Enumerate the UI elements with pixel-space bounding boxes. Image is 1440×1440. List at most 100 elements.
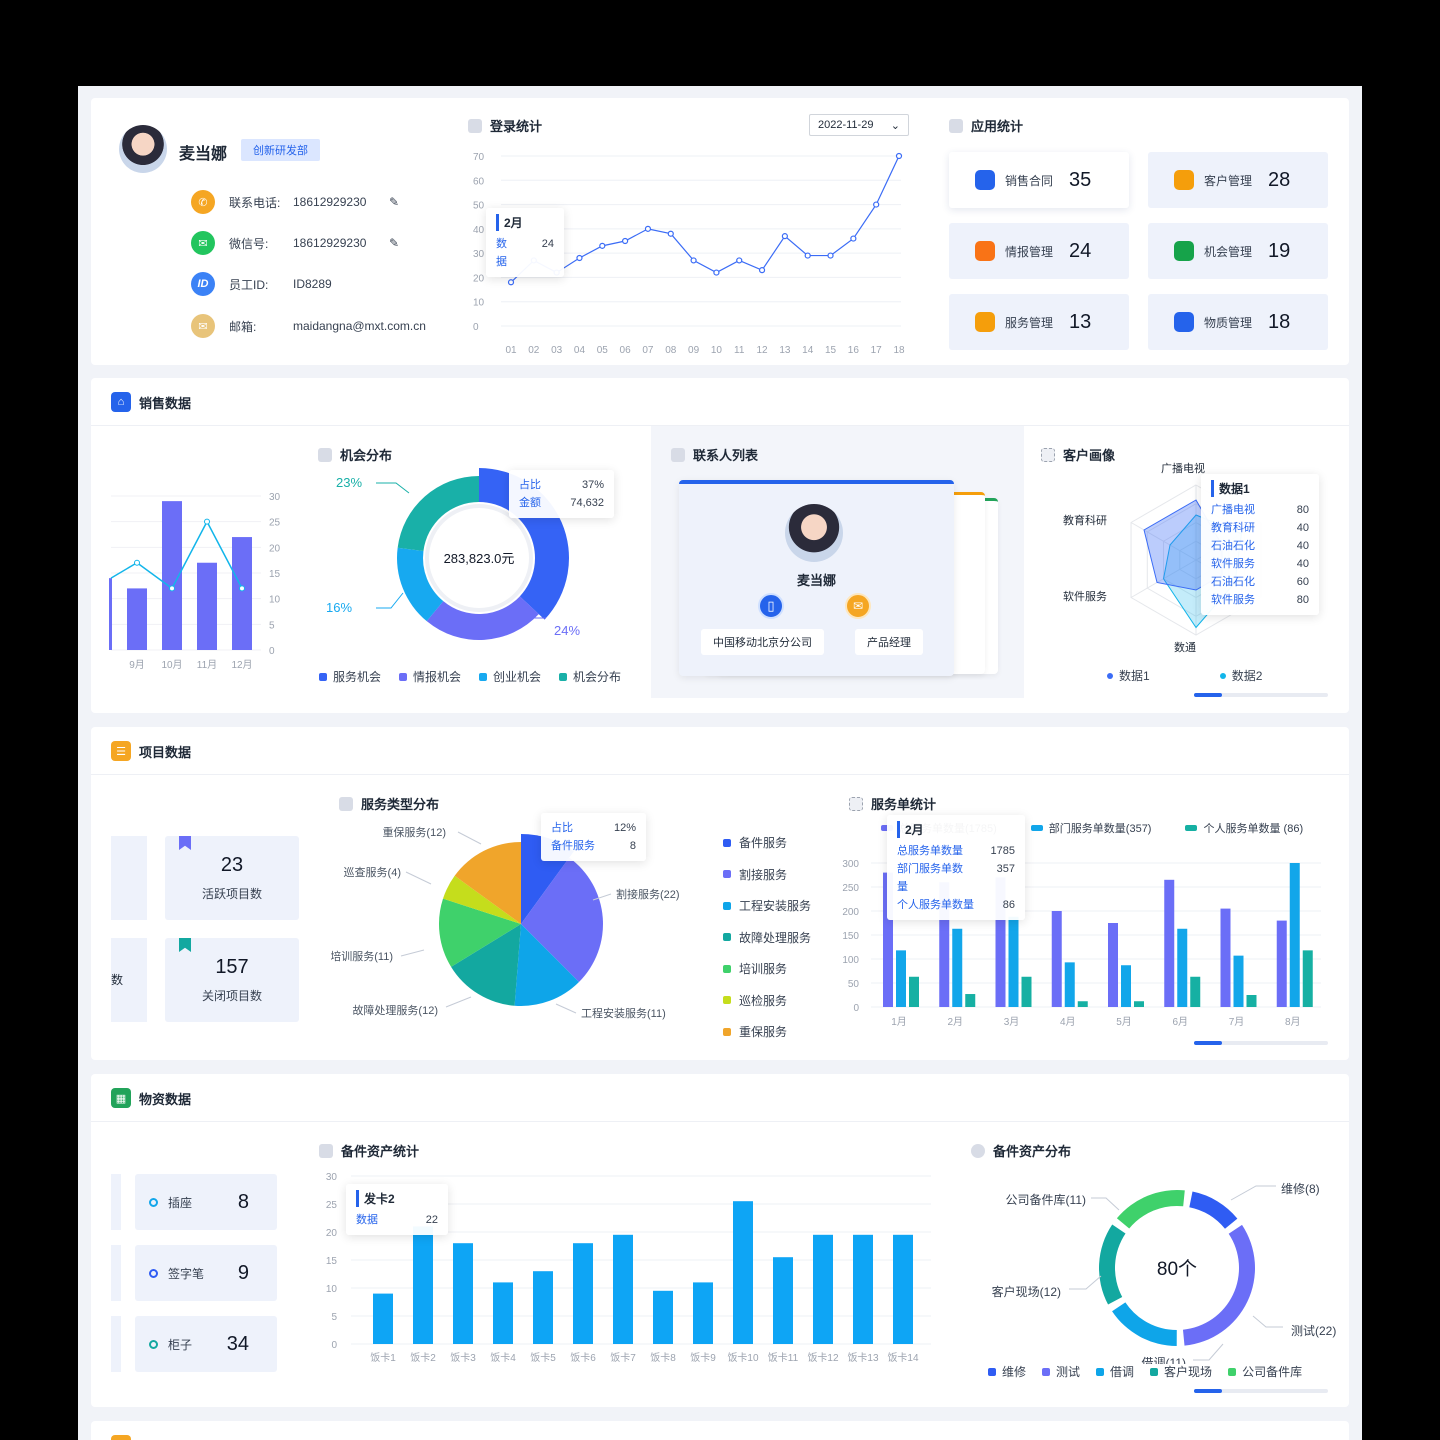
spare-bar xyxy=(853,1234,873,1344)
app-tile-1[interactable]: 客户管理 28 xyxy=(1148,152,1328,208)
login-xtick: 09 xyxy=(688,345,700,356)
material-item-label: 插座 xyxy=(168,1195,193,1210)
orders-ytick: 50 xyxy=(848,979,860,990)
email-row: ✉ 邮箱: maidangna@mxt.com.cn xyxy=(191,314,426,338)
spare-xtick: 饭卡9 xyxy=(690,1351,716,1364)
bar-chart-icon xyxy=(319,1143,333,1158)
opportunity-slice xyxy=(426,596,539,640)
distribution-legend-item[interactable]: 测试 xyxy=(1042,1363,1080,1380)
material-item-0[interactable]: 插座 8 xyxy=(135,1174,277,1230)
service-legend-item[interactable]: 割接服务 xyxy=(723,859,811,891)
login-point xyxy=(690,257,697,264)
app-icon-0 xyxy=(975,170,995,190)
contact-mail-icon[interactable]: ✉ xyxy=(845,593,871,619)
opportunity-label-c: 24% xyxy=(554,623,580,638)
legend-dot xyxy=(399,672,408,681)
distribution-scrollbar[interactable] xyxy=(1194,1389,1328,1393)
contact-card[interactable]: 麦当娜 ▯ ✉ 中国移动北京分公司 产品经理 xyxy=(679,480,954,676)
distribution-legend-item[interactable]: 借调 xyxy=(1096,1363,1134,1380)
service-tooltip: 占比 12% 备件服务 8 xyxy=(541,813,646,861)
material-box-clip xyxy=(111,1316,121,1372)
portrait-legend: 数据1 数据2 xyxy=(1107,667,1262,684)
distribution-title: 备件资产分布 xyxy=(971,1141,1071,1160)
spare-xtick: 饭卡11 xyxy=(768,1351,799,1364)
service-legend-item[interactable]: 故障处理服务 xyxy=(723,922,811,954)
opportunity-legend-item[interactable]: 情报机会 xyxy=(399,668,461,685)
opportunity-legend-item[interactable]: 创业机会 xyxy=(479,668,541,685)
wechat-icon: ✉ xyxy=(191,231,215,255)
spare-xtick: 饭卡2 xyxy=(410,1351,436,1364)
login-tooltip-value: 24 xyxy=(541,238,554,250)
service-legend-item[interactable]: 工程安装服务 xyxy=(723,890,811,922)
orders-tooltip-row: 部门服务单数量 357 xyxy=(897,860,1015,896)
dept-badge: 创新研发部 xyxy=(241,139,320,161)
orders-xtick: 3月 xyxy=(1004,1016,1020,1027)
opportunity-legend-item[interactable]: 机会分布 xyxy=(559,668,621,685)
portrait-tt-value: 80 xyxy=(1296,594,1309,606)
login-xtick: 02 xyxy=(528,345,540,356)
service-legend-item[interactable]: 培训服务 xyxy=(723,953,811,985)
orders-xtick: 6月 xyxy=(1172,1016,1188,1027)
app-tile-5[interactable]: 物质管理 18 xyxy=(1148,294,1328,350)
opportunity-leader xyxy=(376,482,410,494)
combo-bar-clipped xyxy=(109,578,112,650)
material-item-2[interactable]: 柜子 34 xyxy=(135,1316,277,1372)
distribution-legend-item[interactable]: 维修 xyxy=(988,1363,1026,1380)
legend-label: 数据2 xyxy=(1231,669,1263,683)
service-legend-item[interactable]: 备件服务 xyxy=(723,827,811,859)
radar-axis-bottom: 数通 xyxy=(1174,642,1196,654)
combo-bar xyxy=(232,537,252,650)
sales-title-text: 销售数据 xyxy=(139,395,192,411)
orders-legend-item[interactable]: 部门服务单数量(357) xyxy=(1030,820,1151,836)
login-tooltip-title: 2月 xyxy=(496,214,554,231)
legend-dot xyxy=(559,672,568,681)
material-item-1[interactable]: 签字笔 9 xyxy=(135,1245,277,1301)
combo-ytick: 5 xyxy=(269,620,275,631)
edit-phone-icon[interactable]: ✎ xyxy=(389,195,400,209)
portrait-legend-item[interactable]: 数据1 xyxy=(1107,667,1150,684)
material-title: ▦ 物资数据 xyxy=(111,1088,191,1108)
distribution-legend-item[interactable]: 公司备件库 xyxy=(1228,1363,1302,1380)
orders-bar xyxy=(1177,928,1188,1007)
edit-wechat-icon[interactable]: ✎ xyxy=(389,236,400,250)
app-tile-3[interactable]: 机会管理 19 xyxy=(1148,223,1328,279)
opportunity-legend-item[interactable]: 服务机会 xyxy=(319,668,381,685)
distribution-legend-item[interactable]: 客户现场 xyxy=(1150,1363,1212,1380)
spare-ytick: 15 xyxy=(326,1256,338,1267)
orders-bar xyxy=(1108,923,1118,1007)
portrait-tooltip-row: 软件服务 40 xyxy=(1211,555,1309,573)
sales-combo-chart: 0 5 10 15 20 25 30 9月 10月 11月 12月 xyxy=(109,492,281,671)
closed-projects[interactable]: 157 关闭项目数 xyxy=(165,938,299,1022)
service-legend-item[interactable]: 重保服务 xyxy=(723,1016,811,1048)
app-tile-2[interactable]: 情报管理 24 xyxy=(949,223,1129,279)
combo-ytick: 10 xyxy=(269,595,281,606)
login-point xyxy=(507,279,515,286)
id-value: ID8289 xyxy=(293,277,332,291)
contact-phone-icon[interactable]: ▯ xyxy=(758,593,784,619)
project-title: ☰ 项目数据 xyxy=(111,741,191,761)
service-legend-item[interactable]: 巡检服务 xyxy=(723,985,811,1017)
sales-card: ⌂ 销售数据 0 5 10 15 20 25 30 9月 10月 11月 12月 机会分布 283,8… xyxy=(91,378,1349,713)
spare-bar xyxy=(373,1293,393,1344)
app-icon-3 xyxy=(1174,241,1194,261)
spare-bar xyxy=(533,1271,553,1344)
portrait-legend-item[interactable]: 数据2 xyxy=(1219,667,1263,684)
orders-legend-item[interactable]: 个人服务单数量 (86) xyxy=(1185,820,1303,836)
app-tile-4[interactable]: 服务管理 13 xyxy=(949,294,1129,350)
login-xtick: 08 xyxy=(665,345,677,356)
spare-tooltip: 发卡2 数据 22 xyxy=(346,1184,448,1235)
date-select[interactable]: 2022-11-29 ⌄ xyxy=(809,114,909,136)
portrait-scrollbar[interactable] xyxy=(1194,693,1328,697)
id-label: 员工ID: xyxy=(229,277,269,292)
orders-scrollbar[interactable] xyxy=(1194,1041,1328,1045)
legend-label: 故障处理服务 xyxy=(739,930,812,945)
top-card: 麦当娜 创新研发部 ✆ 联系电话: 18612929230 ✎ ✉ 微信号: 1… xyxy=(91,98,1349,365)
material-card: ▦ 物资数据 备件资产统计 0 5 10 15 20 25 30 饭卡1 饭卡2 饭卡3 饭卡4 饭卡5… xyxy=(91,1074,1349,1407)
portrait-icon xyxy=(1041,447,1055,462)
legend-label: 机会分布 xyxy=(573,670,622,684)
app-icon-1 xyxy=(1174,170,1194,190)
date-select-value: 2022-11-29 xyxy=(818,119,874,131)
combo-ytick: 15 xyxy=(269,569,281,580)
active-projects[interactable]: 23 活跃项目数 xyxy=(165,836,299,920)
app-tile-0[interactable]: 销售合同 35 xyxy=(949,152,1129,208)
